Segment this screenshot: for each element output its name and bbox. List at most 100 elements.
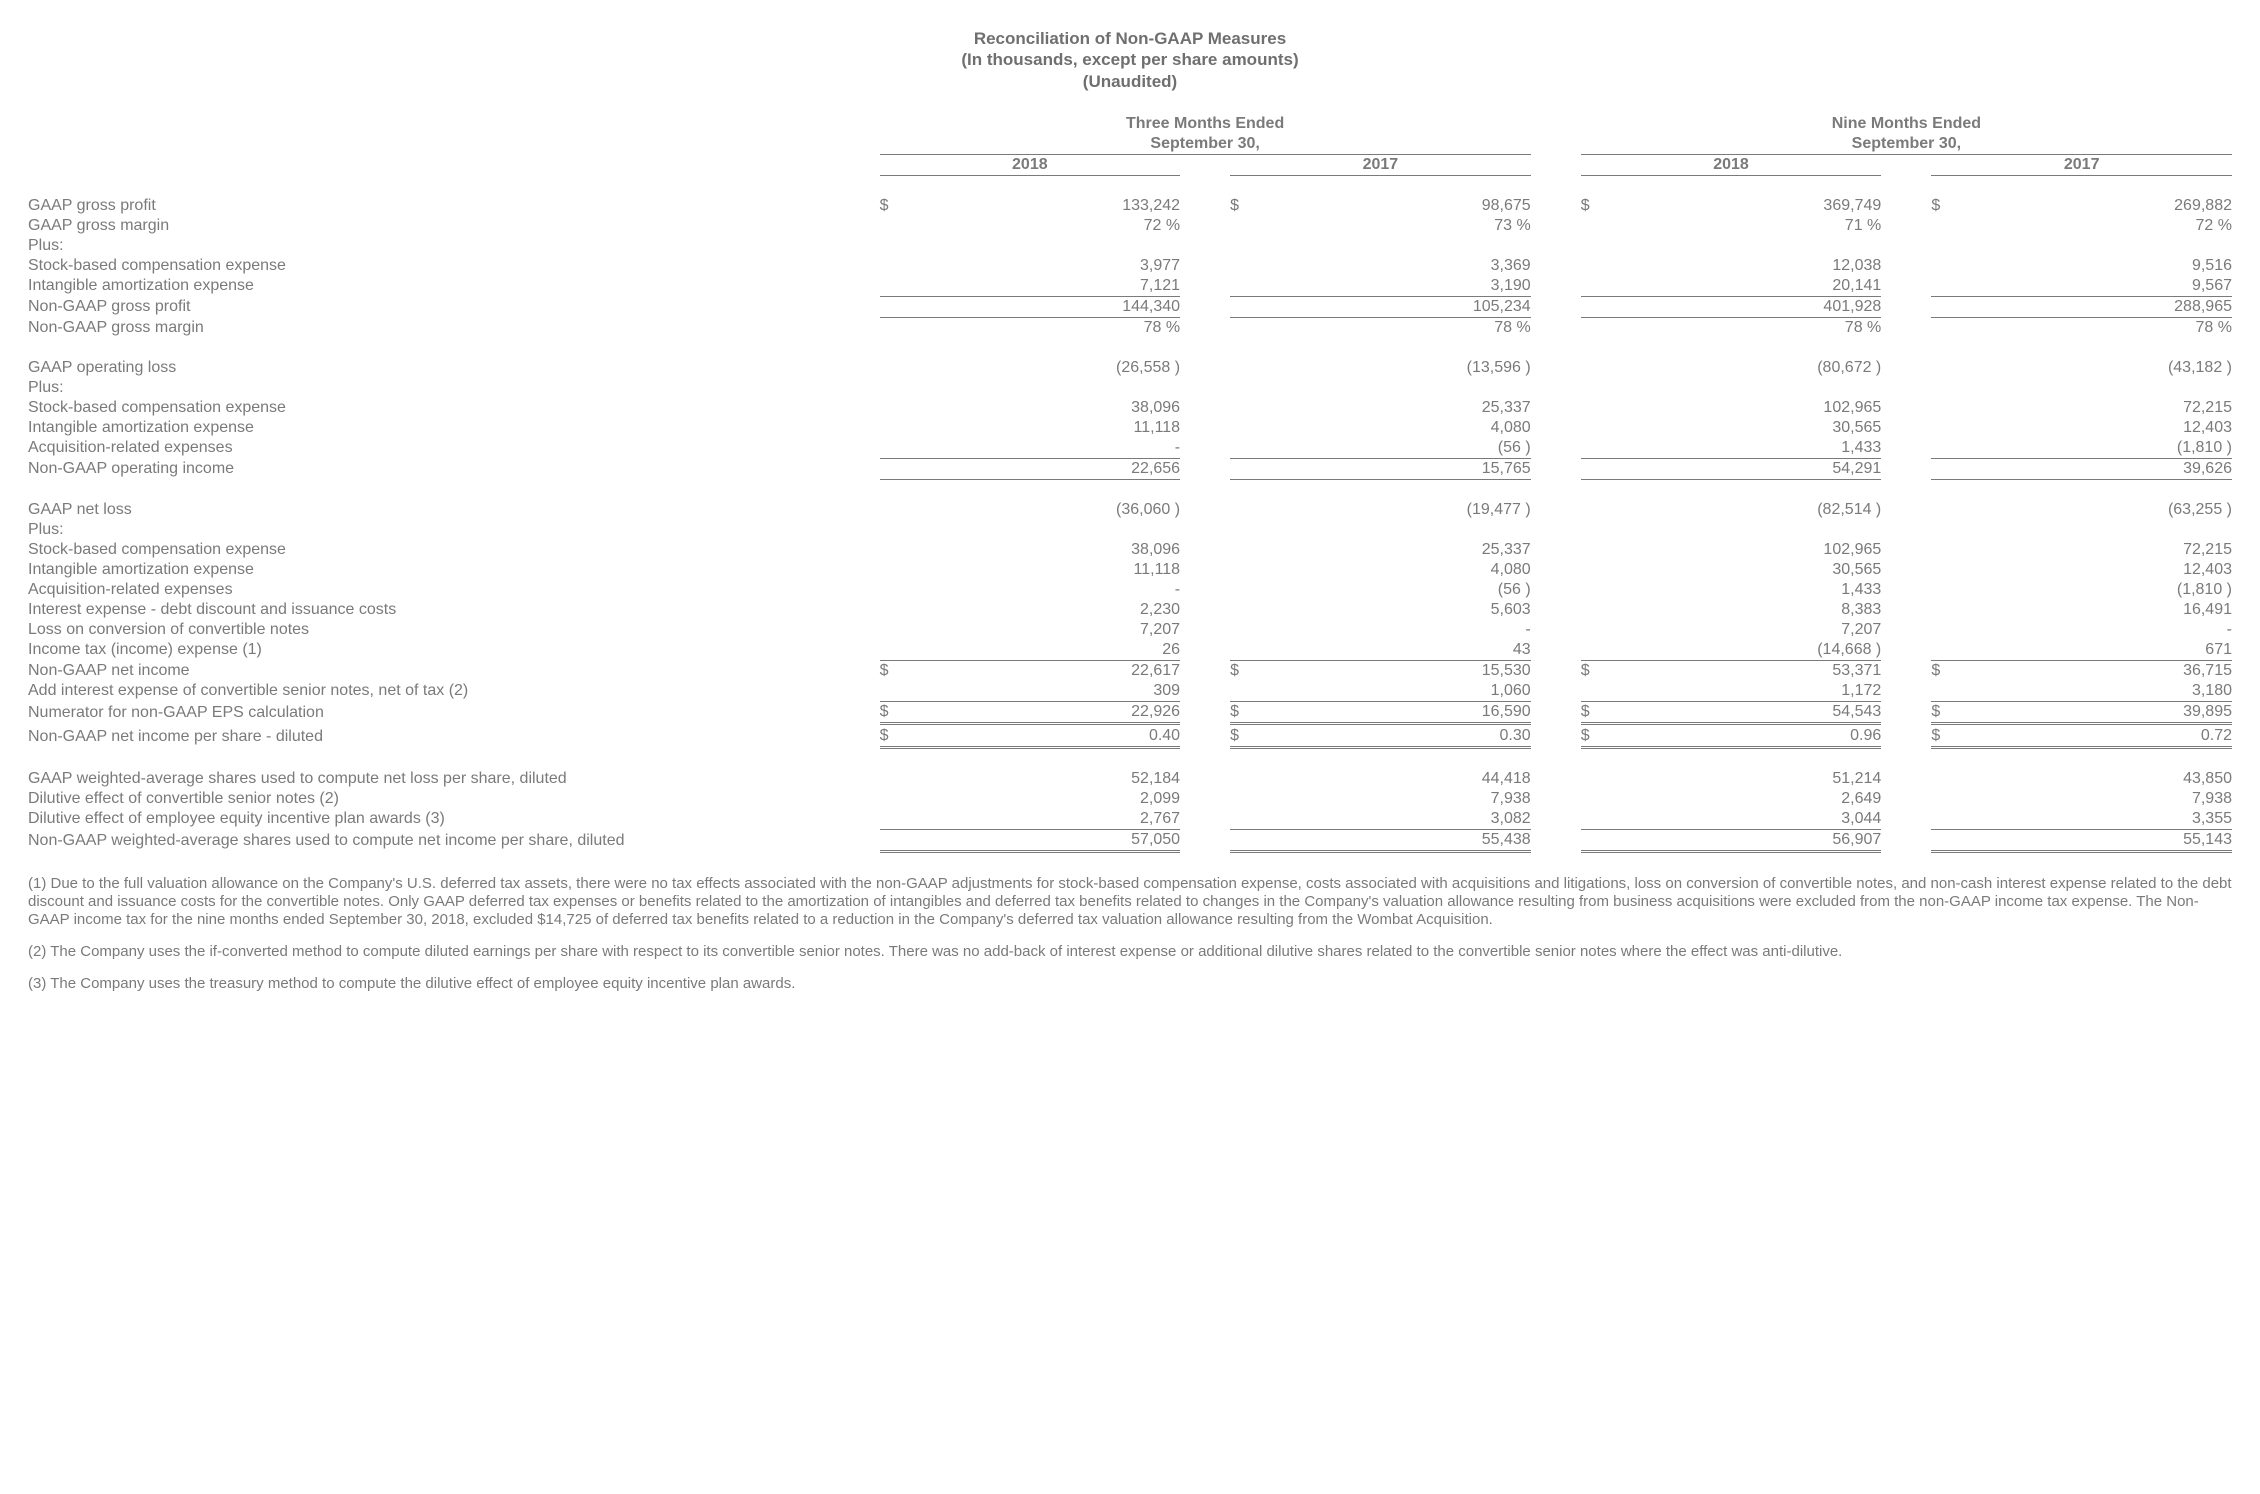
cell-value: 7,207	[1643, 620, 1881, 640]
hdr-3m-2018: 2018	[880, 154, 1181, 175]
table-row: Stock-based compensation expense 3,977 3…	[28, 256, 2232, 276]
currency-symbol: $	[880, 701, 943, 723]
currency-symbol: $	[880, 723, 943, 747]
row-label: Loss on conversion of convertible notes	[28, 620, 880, 640]
cell-value: 671	[1994, 640, 2232, 661]
reconciliation-table: Three Months Ended September 30, Nine Mo…	[28, 114, 2232, 853]
table-row: Income tax (income) expense (1) 26 43 (1…	[28, 640, 2232, 661]
cell-value: 2,767	[942, 809, 1180, 830]
footnote-1: (1) Due to the full valuation allowance …	[28, 875, 2232, 929]
cell-value: -	[1293, 620, 1531, 640]
currency-symbol: $	[1230, 660, 1293, 681]
cell-value: 56,907	[1643, 829, 1881, 851]
cell-value: 3,044	[1643, 809, 1881, 830]
cell-value: 22,926	[942, 701, 1180, 723]
cell-value: (56 )	[1293, 580, 1531, 600]
cell-value: 144,340	[942, 296, 1180, 317]
row-label: GAAP gross margin	[28, 216, 880, 236]
cell-value: 78 %	[942, 317, 1180, 338]
cell-value: 401,928	[1643, 296, 1881, 317]
row-label: Intangible amortization expense	[28, 560, 880, 580]
cell-value: 3,369	[1293, 256, 1531, 276]
cell-value: -	[1994, 620, 2232, 640]
cell-value: 36,715	[1994, 660, 2232, 681]
row-label: Non-GAAP net income per share - diluted	[28, 723, 880, 747]
cell-value: 3,977	[942, 256, 1180, 276]
cell-value: 22,656	[942, 458, 1180, 479]
table-row: Non-GAAP weighted-average shares used to…	[28, 829, 2232, 851]
table-row: Non-GAAP net income per share - diluted …	[28, 723, 2232, 747]
footnote-2: (2) The Company uses the if-converted me…	[28, 943, 2232, 961]
currency-symbol: $	[1581, 196, 1644, 216]
table-row: Interest expense - debt discount and iss…	[28, 600, 2232, 620]
title-line-3: (Unaudited)	[28, 71, 2232, 92]
cell-value: 55,143	[1994, 829, 2232, 851]
cell-value: 43	[1293, 640, 1531, 661]
cell-value: 0.96	[1643, 723, 1881, 747]
footnote-3: (3) The Company uses the treasury method…	[28, 975, 2232, 993]
cell-value: 11,118	[942, 560, 1180, 580]
table-row: Plus:	[28, 520, 2232, 540]
cell-value: 26	[942, 640, 1180, 661]
row-label: Non-GAAP gross margin	[28, 317, 880, 338]
row-label: Non-GAAP gross profit	[28, 296, 880, 317]
table-row: Add interest expense of convertible seni…	[28, 681, 2232, 702]
footnotes: (1) Due to the full valuation allowance …	[28, 875, 2232, 993]
row-label: Add interest expense of convertible seni…	[28, 681, 880, 702]
currency-symbol: $	[1931, 723, 1994, 747]
cell-value: 0.40	[942, 723, 1180, 747]
cell-value: 11,118	[942, 418, 1180, 438]
cell-value: 102,965	[1643, 398, 1881, 418]
title-block: Reconciliation of Non-GAAP Measures (In …	[28, 28, 2232, 92]
cell-value: 39,626	[1994, 458, 2232, 479]
cell-value: 55,438	[1293, 829, 1531, 851]
cell-value: 72 %	[1994, 216, 2232, 236]
cell-value: 8,383	[1643, 600, 1881, 620]
cell-value: 30,565	[1643, 418, 1881, 438]
cell-value: 52,184	[942, 769, 1180, 789]
cell-value: 16,590	[1293, 701, 1531, 723]
cell-value: 1,433	[1643, 438, 1881, 459]
row-label: Acquisition-related expenses	[28, 438, 880, 459]
cell-value: 78 %	[1293, 317, 1531, 338]
cell-value: 73 %	[1293, 216, 1531, 236]
cell-value: 71 %	[1643, 216, 1881, 236]
cell-value: (1,810 )	[1994, 438, 2232, 459]
cell-value: 2,230	[942, 600, 1180, 620]
cell-value: 20,141	[1643, 276, 1881, 297]
cell-value: 72,215	[1994, 398, 2232, 418]
cell-value: 4,080	[1293, 418, 1531, 438]
currency-symbol: $	[880, 196, 943, 216]
cell-value: (13,596 )	[1293, 358, 1531, 378]
row-label: Dilutive effect of convertible senior no…	[28, 789, 880, 809]
cell-value: (56 )	[1293, 438, 1531, 459]
cell-value: 15,765	[1293, 458, 1531, 479]
row-label: Plus:	[28, 378, 880, 398]
cell-value: 5,603	[1293, 600, 1531, 620]
row-label: GAAP net loss	[28, 500, 880, 520]
cell-value: 16,491	[1994, 600, 2232, 620]
table-row: Numerator for non-GAAP EPS calculation $…	[28, 701, 2232, 723]
table-row: Non-GAAP net income $22,617 $15,530 $53,…	[28, 660, 2232, 681]
cell-value: 3,180	[1994, 681, 2232, 702]
row-label: Interest expense - debt discount and iss…	[28, 600, 880, 620]
row-label: Non-GAAP operating income	[28, 458, 880, 479]
cell-value: 72 %	[942, 216, 1180, 236]
cell-value: 54,291	[1643, 458, 1881, 479]
cell-value: 78 %	[1643, 317, 1881, 338]
cell-value: 0.30	[1293, 723, 1531, 747]
cell-value: 2,099	[942, 789, 1180, 809]
cell-value: (36,060 )	[942, 500, 1180, 520]
cell-value: (80,672 )	[1643, 358, 1881, 378]
currency-symbol: $	[1931, 701, 1994, 723]
table-row: Intangible amortization expense 7,121 3,…	[28, 276, 2232, 297]
currency-symbol: $	[1581, 660, 1644, 681]
cell-value: 12,038	[1643, 256, 1881, 276]
cell-value: -	[942, 438, 1180, 459]
cell-value: 72,215	[1994, 540, 2232, 560]
table-row: Stock-based compensation expense 38,096 …	[28, 398, 2232, 418]
cell-value: 39,895	[1994, 701, 2232, 723]
cell-value: 38,096	[942, 540, 1180, 560]
cell-value: -	[942, 580, 1180, 600]
cell-value: 38,096	[942, 398, 1180, 418]
